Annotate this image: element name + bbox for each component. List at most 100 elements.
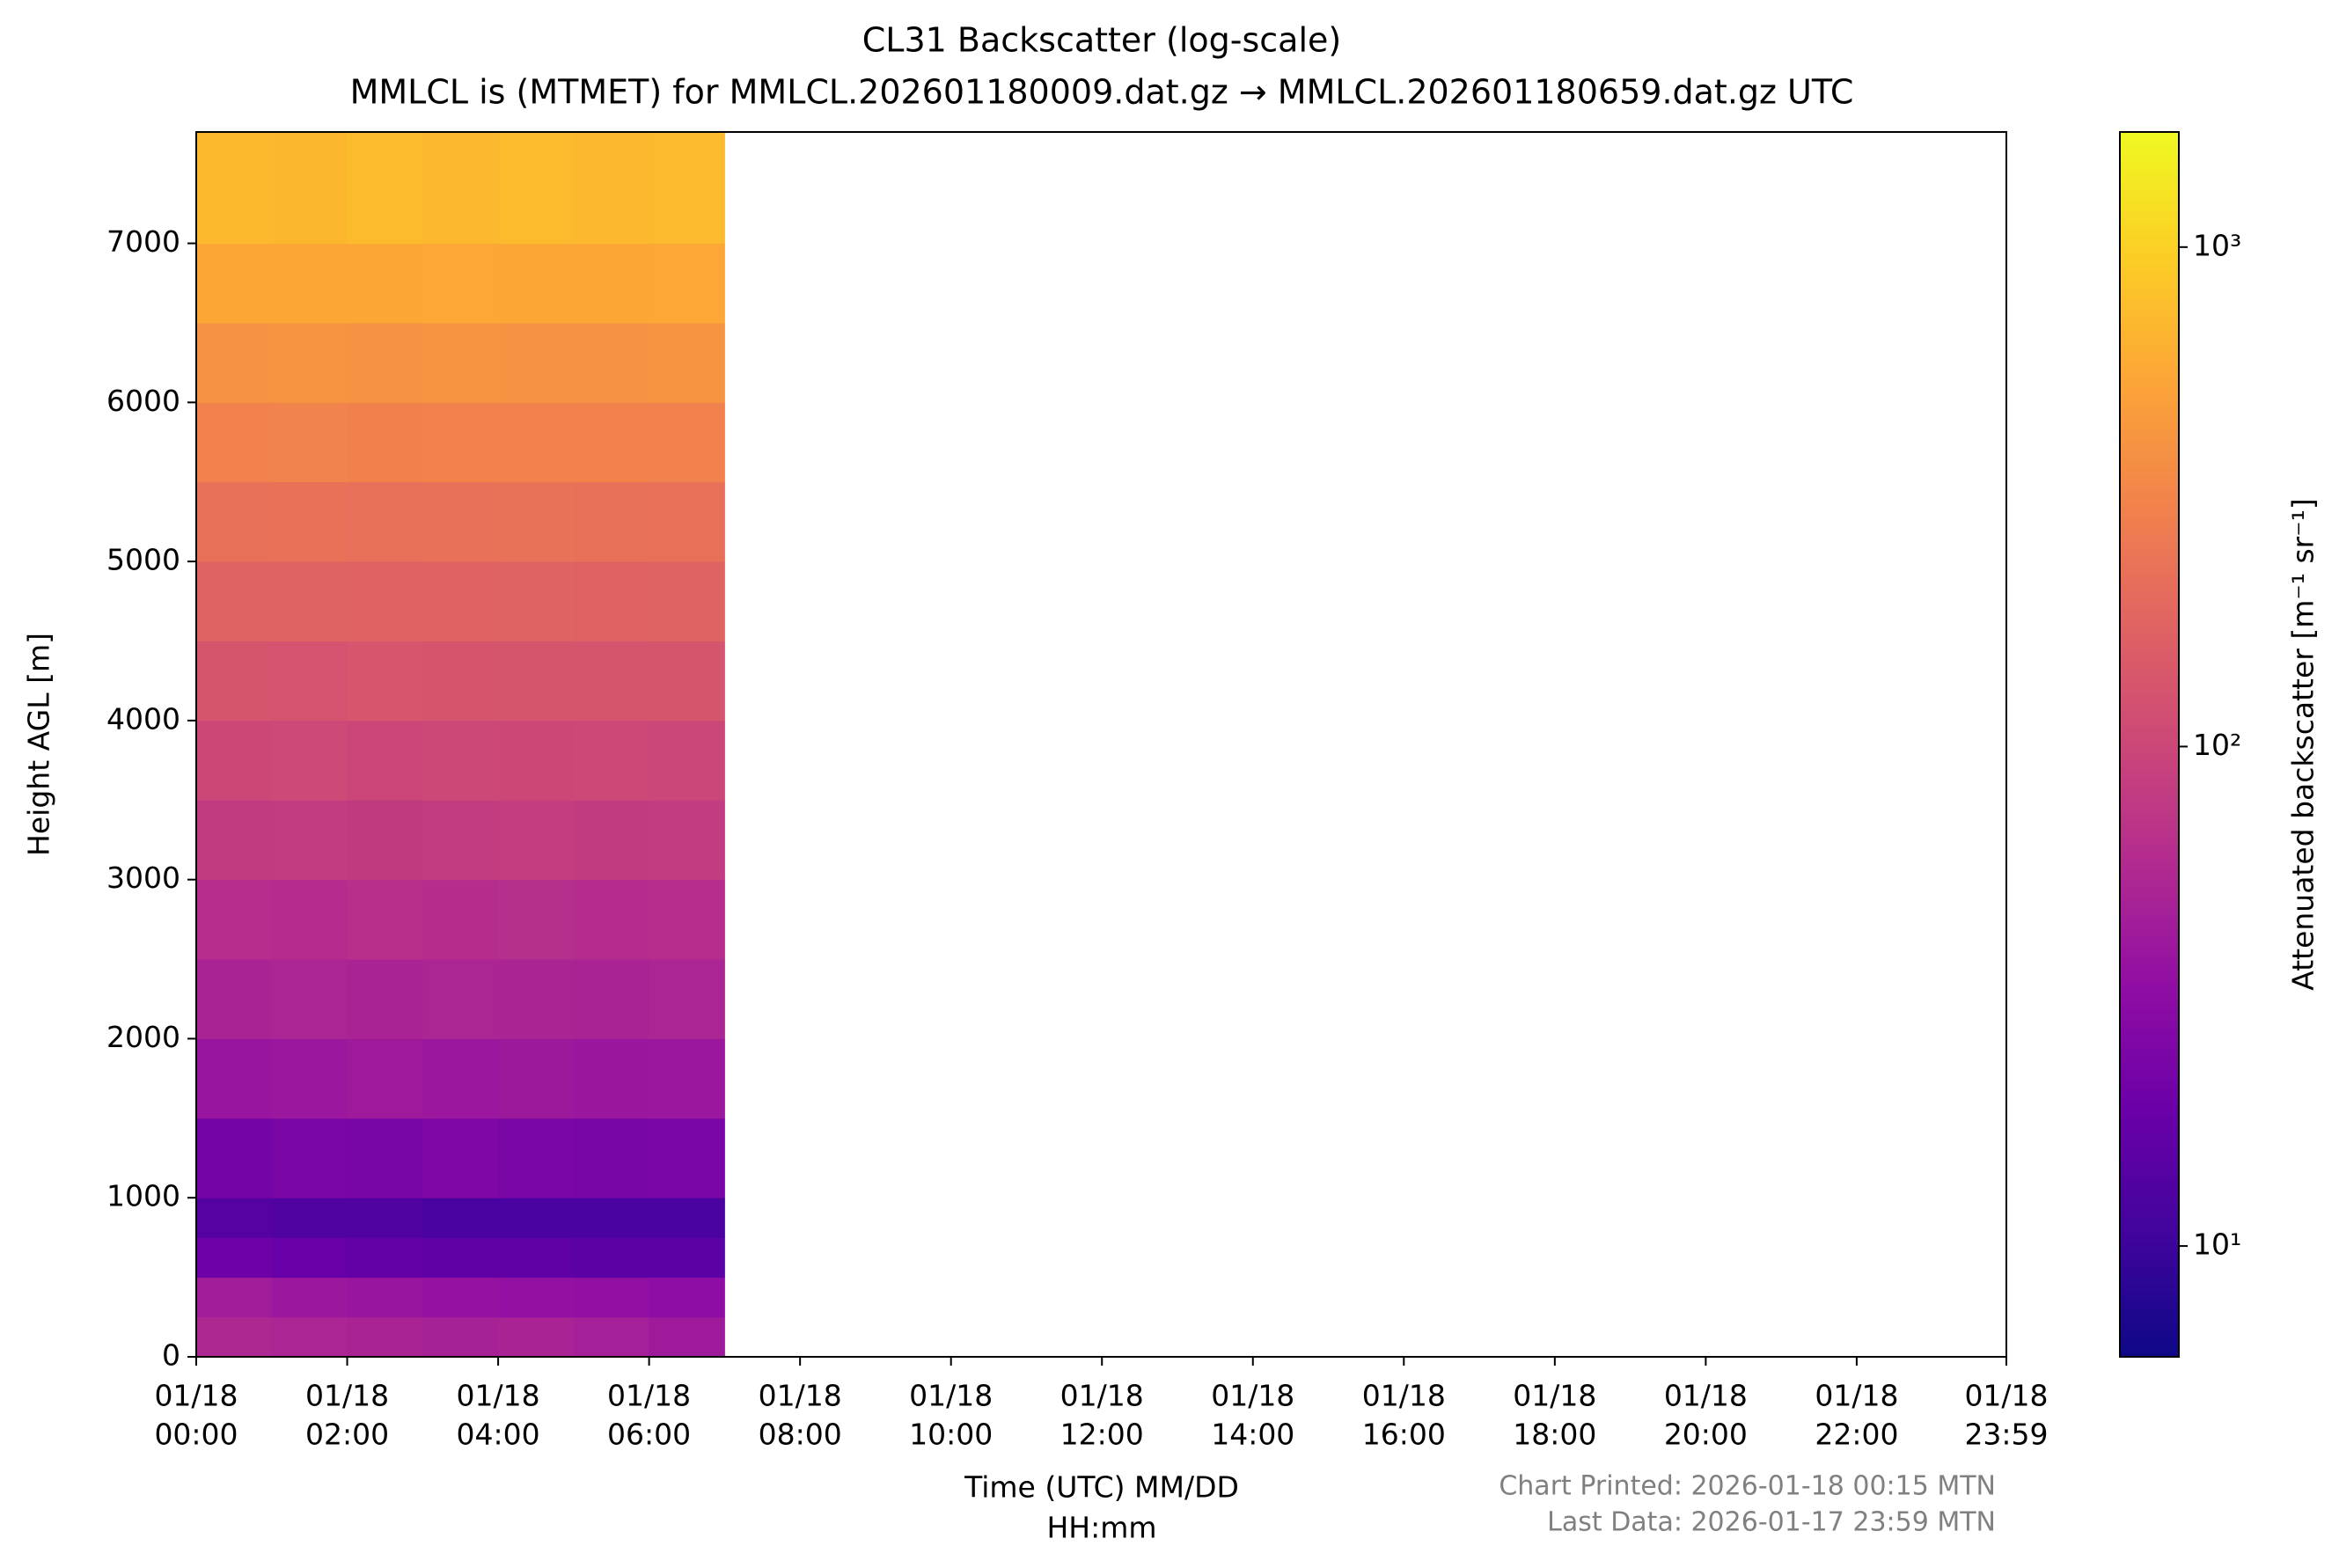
heatmap-cell <box>649 720 725 801</box>
heatmap-cell <box>498 800 575 881</box>
heatmap-cell <box>196 481 273 562</box>
heatmap-cell <box>422 800 499 881</box>
heatmap-cell <box>573 132 650 245</box>
heatmap-cell <box>271 720 348 801</box>
heatmap-cell <box>649 481 725 562</box>
x-tick-label: 01/18 <box>1060 1379 1144 1413</box>
heatmap-cell <box>347 561 423 641</box>
chart-title: CL31 Backscatter (log-scale) <box>862 21 1341 60</box>
heatmap-cell <box>498 481 575 562</box>
heatmap-cell <box>573 1198 650 1238</box>
heatmap-cell <box>271 1316 348 1358</box>
heatmap-cell <box>271 1237 348 1279</box>
heatmap-cell <box>573 1277 650 1318</box>
heatmap-cell <box>196 879 273 960</box>
heatmap-cell <box>649 641 725 722</box>
heatmap-cell <box>573 879 650 960</box>
heatmap-cell <box>422 1277 499 1318</box>
x-tick-label: 14:00 <box>1211 1418 1294 1452</box>
footnote: Chart Printed: 2026-01-18 00:15 MTN <box>1499 1471 1996 1502</box>
y-tick-label: 3000 <box>106 861 180 895</box>
heatmap-cell <box>271 641 348 722</box>
heatmap-cell <box>196 243 273 324</box>
heatmap-cell <box>498 1237 575 1279</box>
heatmap-cell <box>347 481 423 562</box>
x-tick-label: 01/18 <box>1964 1379 2048 1413</box>
heatmap-cell <box>649 879 725 960</box>
heatmap-cell <box>422 641 499 722</box>
y-tick-label: 1000 <box>106 1179 180 1213</box>
heatmap-cell <box>196 402 273 483</box>
heatmap-cell <box>498 1038 575 1119</box>
x-tick-label: 06:00 <box>607 1418 691 1452</box>
heatmap-cell <box>271 132 348 245</box>
heatmap-cell <box>196 959 273 1039</box>
heatmap-cell <box>573 322 650 403</box>
heatmap-cell <box>573 720 650 801</box>
heatmap-cell <box>573 800 650 881</box>
colorbar-tick-label: 10³ <box>2193 228 2241 262</box>
heatmap-cell <box>271 1277 348 1318</box>
heatmap-cell <box>649 561 725 641</box>
x-tick-label: 01/18 <box>1362 1379 1446 1413</box>
heatmap-cell <box>422 1316 499 1358</box>
heatmap-cell <box>347 243 423 324</box>
heatmap-cell <box>347 641 423 722</box>
y-axis-label: Height AGL [m] <box>22 633 56 856</box>
heatmap-cell <box>649 1316 725 1358</box>
heatmap-cell <box>573 243 650 324</box>
colorbar-label: Attenuated backscatter [m⁻¹ sr⁻¹] <box>2286 498 2321 991</box>
heatmap-cell <box>271 879 348 960</box>
heatmap-cell <box>196 1316 273 1358</box>
y-tick-label: 7000 <box>106 224 180 259</box>
x-tick-label: 01/18 <box>154 1379 238 1413</box>
colorbar-tick-label: 10² <box>2193 728 2241 762</box>
colorbar <box>2119 131 2180 1358</box>
heatmap-cell <box>649 1237 725 1279</box>
heatmap-cell <box>649 1277 725 1318</box>
heatmap-cell <box>196 1277 273 1318</box>
heatmap-cell <box>196 1198 273 1238</box>
heatmap-cell <box>347 322 423 403</box>
x-tick-label: 01/18 <box>1513 1379 1596 1413</box>
heatmap-cell <box>498 720 575 801</box>
heatmap-cell <box>271 800 348 881</box>
heatmap-cell <box>196 641 273 722</box>
heatmap-cell <box>649 402 725 483</box>
heatmap-cell <box>498 322 575 403</box>
heatmap-cell <box>422 720 499 801</box>
heatmap-cell <box>422 1237 499 1279</box>
heatmap-cell <box>498 132 575 245</box>
heatmap-cell <box>271 1038 348 1119</box>
heatmap-cell <box>498 561 575 641</box>
x-tick-label: 01/18 <box>909 1379 993 1413</box>
x-tick-label: 02:00 <box>305 1418 389 1452</box>
x-axis-label: HH:mm <box>1046 1511 1156 1545</box>
x-tick-label: 08:00 <box>759 1418 842 1452</box>
heatmap-cell <box>271 322 348 403</box>
heatmap-cell <box>649 800 725 881</box>
chart-subtitle: MMLCL is (MTMET) for MMLCL.202601180009.… <box>350 73 1854 112</box>
heatmap-cell <box>573 1038 650 1119</box>
heatmap-cell <box>347 402 423 483</box>
heatmap-cell <box>649 243 725 324</box>
x-tick-label: 01/18 <box>607 1379 691 1413</box>
heatmap-cell <box>422 1038 499 1119</box>
y-tick-label: 2000 <box>106 1020 180 1054</box>
x-tick-label: 01/18 <box>1211 1379 1294 1413</box>
heatmap-cell <box>422 243 499 324</box>
heatmap-cell <box>498 243 575 324</box>
x-tick-label: 20:00 <box>1664 1418 1748 1452</box>
heatmap-cell <box>271 1198 348 1238</box>
heatmap-cell <box>271 1117 348 1198</box>
heatmap-cell <box>649 322 725 403</box>
heatmap-cell <box>649 1198 725 1238</box>
heatmap-cell <box>422 132 499 245</box>
heatmap-cell <box>649 1117 725 1198</box>
y-tick-label: 0 <box>162 1338 180 1373</box>
heatmap-cell <box>347 1038 423 1119</box>
y-tick-label: 6000 <box>106 384 180 418</box>
heatmap-cell <box>573 481 650 562</box>
heatmap-cell <box>422 959 499 1039</box>
heatmap-cell <box>347 1316 423 1358</box>
